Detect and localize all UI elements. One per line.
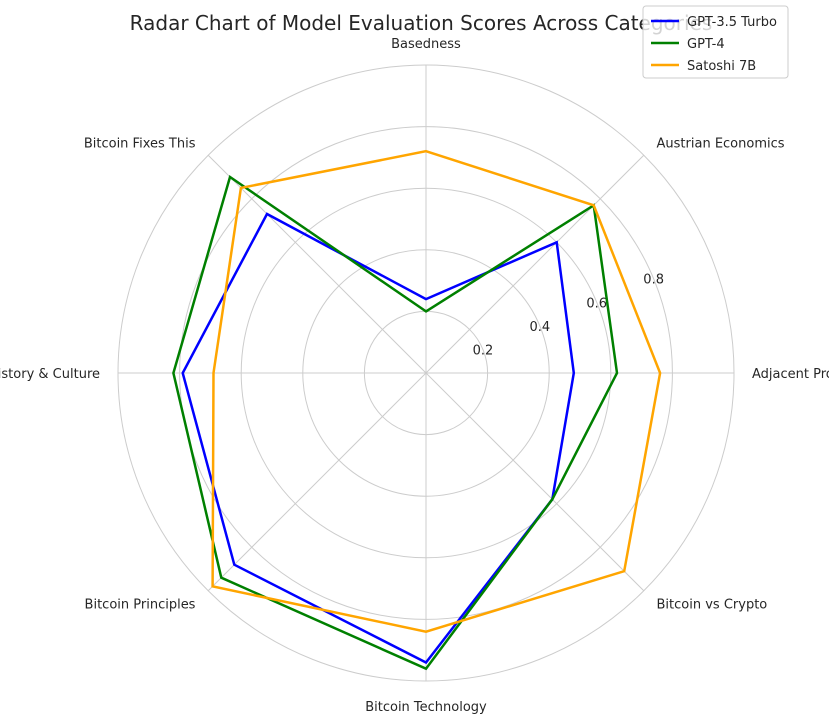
- legend-entry: GPT-4: [687, 37, 725, 52]
- category-label: Bitcoin Technology: [365, 700, 487, 715]
- legend: GPT-3.5 Turbo GPT-4 Satoshi 7B: [642, 5, 789, 79]
- legend-entry: Satoshi 7B: [687, 59, 756, 74]
- category-label: Austrian Economics: [657, 136, 785, 151]
- radial-tick-labels: 0.2 0.4 0.6 0.8: [473, 273, 664, 359]
- category-label: Bitcoin vs Crypto: [657, 598, 768, 613]
- spoke-line: [207, 154, 427, 374]
- category-label: Basedness: [391, 37, 461, 52]
- spoke-line: [425, 372, 645, 592]
- category-label: Bitcoin History & Culture: [0, 367, 100, 382]
- legend-entry: GPT-3.5 Turbo: [687, 15, 777, 30]
- radial-tick-label: 0.4: [529, 320, 550, 335]
- radial-tick-label: 0.8: [643, 273, 664, 288]
- legend-box: [642, 5, 789, 79]
- series-line-satoshi-7b: [211, 149, 662, 633]
- radial-tick-label: 0.2: [473, 343, 494, 358]
- category-label: Bitcoin Principles: [85, 598, 196, 613]
- chart-title: Radar Chart of Model Evaluation Scores A…: [130, 11, 713, 35]
- series-line-gpt-4: [172, 174, 619, 671]
- series-line-gpt-3-5-turbo: [181, 212, 576, 665]
- spoke-line: [207, 372, 427, 592]
- category-label: Bitcoin Fixes This: [84, 136, 196, 151]
- spoke-line: [425, 154, 645, 374]
- category-labels: Basedness Austrian Economics Adjacent Prot…: [0, 37, 829, 715]
- series-lines: [172, 149, 662, 671]
- radar-grid: [117, 64, 735, 682]
- radial-tick-label: 0.6: [586, 296, 607, 311]
- category-label: Adjacent Protocols: [752, 367, 829, 382]
